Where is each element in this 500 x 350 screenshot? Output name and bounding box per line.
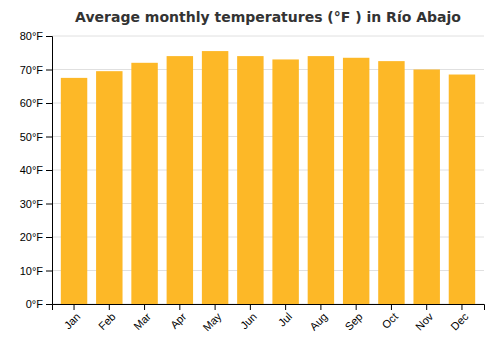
bar (237, 56, 263, 304)
y-tick-mark (46, 70, 52, 71)
bar (378, 61, 404, 304)
grid (52, 36, 484, 304)
bar (61, 78, 87, 304)
x-axis-line (53, 305, 485, 311)
x-tick-mark (391, 304, 392, 310)
y-tick-label: 40°F (20, 164, 44, 176)
y-tick: 30°F (20, 198, 52, 210)
y-tick-label: 0°F (26, 298, 44, 310)
bar (343, 58, 369, 304)
y-tick-mark (46, 304, 52, 305)
x-tick-mark (320, 304, 321, 310)
y-tick: 70°F (20, 64, 52, 76)
x-tick: Apr (168, 304, 189, 331)
y-tick: 20°F (20, 231, 52, 243)
y-axis-line (46, 37, 53, 305)
y-tick-label: 20°F (20, 231, 44, 243)
plot: 0°F 10°F 20°F 30°F 40°F 50°F 60°F 70°F 80°F Jan Fe… (20, 30, 485, 333)
x-tick-mark (179, 304, 180, 310)
x-tick-mark (285, 304, 286, 310)
x-tick: Jan (62, 304, 83, 331)
x-tick: Nov (413, 304, 436, 333)
x-tick-label: Oct (379, 310, 400, 331)
grid-line (52, 36, 484, 37)
y-axis: 0°F 10°F 20°F 30°F 40°F 50°F 60°F 70°F 80°F (20, 30, 53, 310)
x-tick-label: Jun (238, 310, 259, 331)
y-tick: 50°F (20, 131, 52, 143)
x-tick-label: Nov (413, 310, 436, 333)
y-tick: 80°F (20, 30, 52, 42)
bars (61, 51, 475, 304)
bar (308, 56, 334, 304)
bar (449, 75, 475, 304)
x-tick: Sep (342, 304, 364, 333)
x-tick-mark (74, 304, 75, 310)
x-tick: Aug (307, 304, 329, 333)
x-tick-mark (144, 304, 145, 310)
x-tick: Jun (238, 304, 259, 331)
x-axis: Jan Feb Mar Apr May Jun Jul Aug Sep Oct Nov Dec (53, 304, 485, 333)
x-tick: May (200, 304, 224, 333)
x-tick-label: Aug (307, 310, 329, 332)
y-tick-label: 70°F (20, 64, 44, 76)
x-tick-mark (461, 304, 462, 310)
x-tick-mark (356, 304, 357, 310)
bar (202, 51, 228, 304)
title: Average monthly temperatures (°F ) in Rí… (75, 9, 461, 25)
y-tick-mark (46, 237, 52, 238)
x-tick: Feb (96, 304, 118, 332)
x-tick-label: Sep (342, 310, 364, 332)
x-tick-label: Mar (131, 310, 153, 332)
y-tick-mark (46, 36, 52, 37)
y-tick: 40°F (20, 164, 52, 176)
x-tick-mark (109, 304, 110, 310)
y-tick-mark (46, 137, 52, 138)
bar (131, 63, 157, 304)
y-tick-mark (46, 204, 52, 205)
bar (272, 59, 298, 304)
x-tick-mark (426, 304, 427, 310)
x-tick: Jul (276, 304, 294, 329)
bar (96, 71, 122, 304)
y-tick-mark (46, 103, 52, 104)
y-tick-mark (46, 271, 52, 272)
y-tick: 10°F (20, 265, 52, 277)
x-tick-mark (250, 304, 251, 310)
y-tick-mark (46, 170, 52, 171)
y-tick: 0°F (26, 298, 52, 310)
x-tick: Mar (131, 304, 153, 332)
y-tick-label: 10°F (20, 265, 44, 277)
x-tick-mark (215, 304, 216, 310)
x-tick-label: Jan (62, 310, 83, 331)
x-tick-label: Apr (168, 310, 189, 331)
chart: 0°F 10°F 20°F 30°F 40°F 50°F 60°F 70°F 80°F Jan Fe… (0, 0, 500, 350)
x-tick: Dec (448, 304, 471, 333)
y-tick-label: 30°F (20, 198, 44, 210)
x-tick: Oct (379, 304, 400, 331)
bar (167, 56, 193, 304)
y-tick-label: 80°F (20, 30, 44, 42)
x-tick-label: Jul (276, 310, 294, 328)
bar (413, 70, 439, 305)
y-tick: 60°F (20, 97, 52, 109)
x-tick-label: May (200, 310, 224, 334)
y-tick-label: 60°F (20, 97, 44, 109)
x-tick-label: Dec (448, 310, 471, 333)
x-tick-label: Feb (96, 310, 118, 332)
y-tick-label: 50°F (20, 131, 44, 143)
